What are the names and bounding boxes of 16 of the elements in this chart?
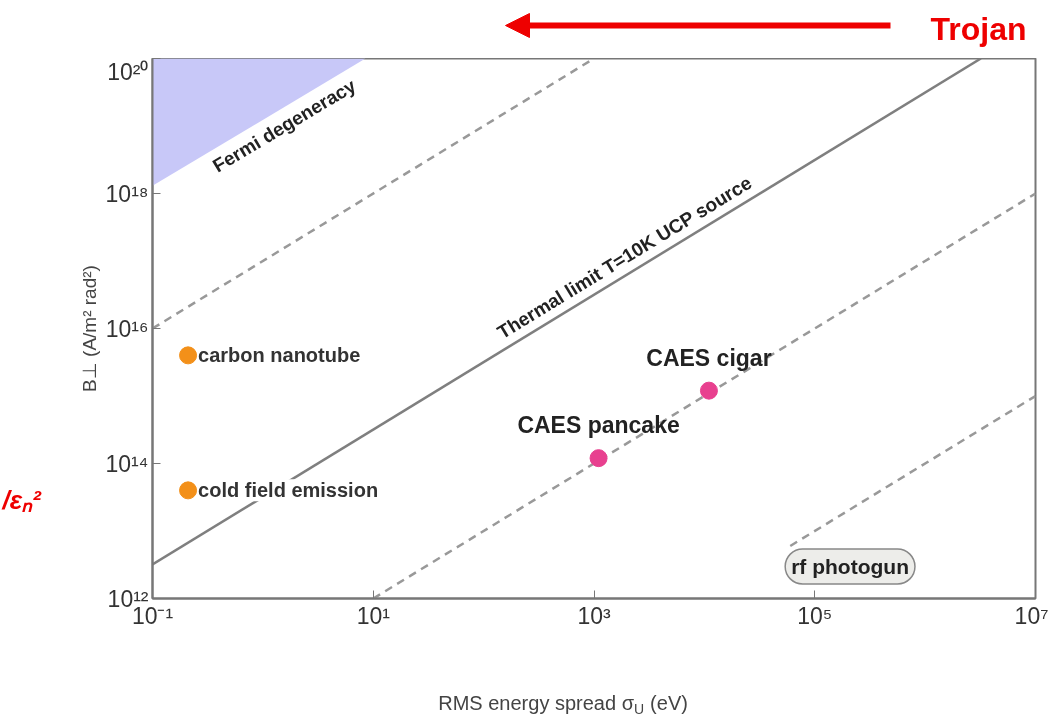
y-axis-title: B⊥ (A/m² rad²) <box>79 265 101 392</box>
x-tick-label: 10⁵ <box>797 602 833 629</box>
annotation: CAES pancake <box>517 412 680 439</box>
text: Trojan <box>930 10 1027 47</box>
y-tick-label: 10²⁰ <box>107 58 149 85</box>
x-tick-label: 10⁷ <box>1014 602 1048 629</box>
x-tick-label: 10¹ <box>356 602 391 629</box>
x-tick-label: 10³ <box>577 602 611 629</box>
y-tick-label: 10¹⁸ <box>105 180 149 207</box>
text: /εₙ² <box>1 484 43 515</box>
y-tick-label: 10¹⁶ <box>105 315 149 342</box>
annotation: carbon nanotube <box>198 344 361 367</box>
annotation: rf photogun <box>791 555 909 578</box>
y-tick-label: 10¹⁴ <box>105 450 149 477</box>
annotation: CAES cigar <box>646 344 772 371</box>
annotation: cold field emission <box>198 479 379 502</box>
